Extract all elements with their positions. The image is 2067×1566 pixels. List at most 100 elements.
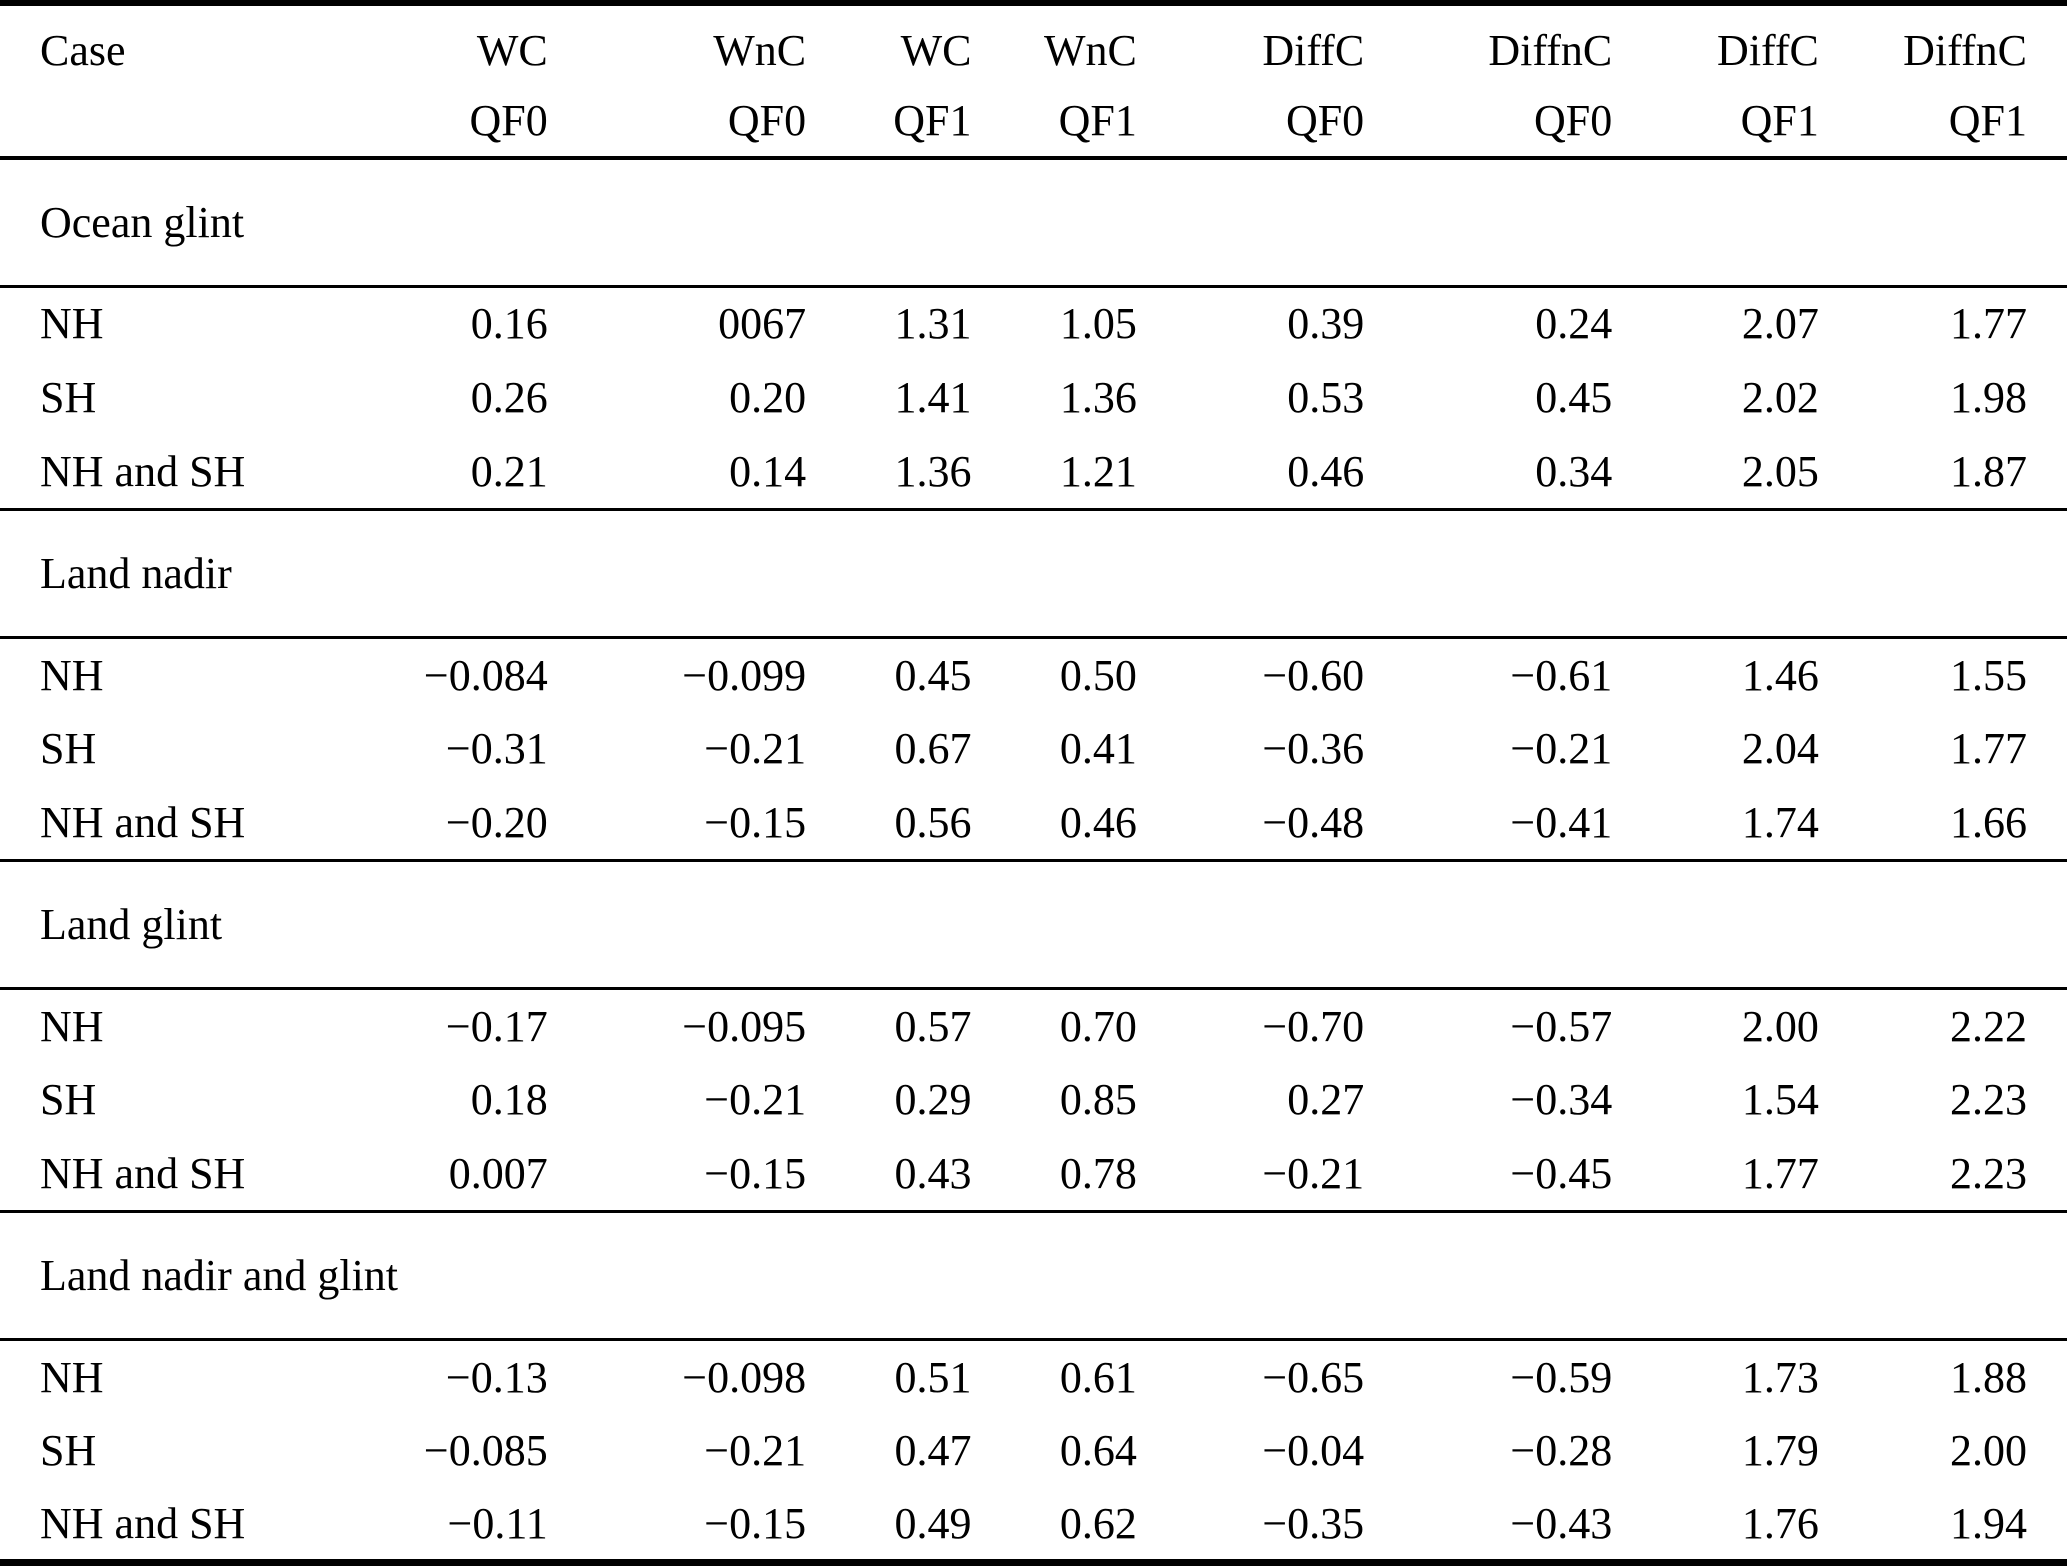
value-cell: −0.35 <box>1262 1498 1365 1548</box>
value-cell: −0.099 <box>682 650 807 700</box>
value-cell: 1.88 <box>1950 1352 2027 1402</box>
value-cell: −0.13 <box>445 1352 548 1402</box>
header-label: QF0 <box>727 96 807 145</box>
header-label: WC <box>900 26 972 75</box>
value-cell: 1.36 <box>1059 373 1137 423</box>
header-label: Case <box>40 26 126 75</box>
value-cell: −0.65 <box>1262 1352 1365 1402</box>
value-cell: −0.28 <box>1510 1426 1613 1476</box>
value-cell: 0067 <box>718 299 807 349</box>
column-header-wc-qf0: WC QF0 <box>413 3 547 158</box>
value-cell: 1.54 <box>1741 1075 1819 1125</box>
header-label: WnC <box>1043 26 1137 75</box>
value-cell: 0.67 <box>894 724 972 774</box>
header-label: DiffC <box>1717 26 1819 75</box>
value-cell: 1.94 <box>1950 1498 2027 1548</box>
value-cell: −0.085 <box>423 1426 548 1476</box>
value-cell: 2.23 <box>1950 1148 2027 1198</box>
value-cell: 1.55 <box>1950 650 2027 700</box>
value-cell: −0.59 <box>1510 1352 1613 1402</box>
case-cell: NH <box>40 650 104 700</box>
case-cell: NH <box>40 1001 104 1051</box>
table-row: NH −0.17 −0.095 0.57 0.70 −0.70 −0.57 2.00 2.22 <box>0 988 2067 1062</box>
case-cell: NH and SH <box>40 797 246 847</box>
column-header-diffnc-qf1: DiffnC QF1 <box>1819 3 2067 158</box>
table-row: NH and SH −0.11 −0.15 0.49 0.62 −0.35 −0.43 1.7… <box>0 1488 2067 1563</box>
value-cell: 1.41 <box>894 373 972 423</box>
value-cell: −0.15 <box>704 1498 807 1548</box>
value-cell: 1.46 <box>1741 650 1819 700</box>
table-row: SH −0.31 −0.21 0.67 0.41 −0.36 −0.21 2.04 1.77 <box>0 711 2067 785</box>
case-cell: NH and SH <box>40 1148 246 1198</box>
value-cell: −0.43 <box>1510 1498 1613 1548</box>
value-cell: 1.76 <box>1741 1498 1819 1548</box>
header-label: QF0 <box>469 96 548 145</box>
header-label: QF1 <box>1740 96 1819 145</box>
header-label: DiffC <box>1262 26 1365 75</box>
column-header-diffc-qf1: DiffC QF1 <box>1612 3 1819 158</box>
value-cell: 0.41 <box>1059 724 1137 774</box>
table-row: NH 0.16 0067 1.31 1.05 0.39 0.24 2.07 1.77 <box>0 286 2067 360</box>
section-title: Land glint <box>40 899 223 949</box>
value-cell: 0.46 <box>1287 446 1365 496</box>
header-label: QF1 <box>1058 96 1137 145</box>
case-cell: NH and SH <box>40 446 246 496</box>
table-body: Ocean glint NH 0.16 0067 1.31 1.05 0.39 0.24 2.0… <box>0 158 2067 1563</box>
header-label: QF1 <box>893 96 972 145</box>
value-cell: 1.21 <box>1059 446 1137 496</box>
header-label: DiffnC <box>1903 26 2027 75</box>
value-cell: −0.15 <box>704 797 807 847</box>
section-title: Land nadir and glint <box>40 1250 399 1300</box>
value-cell: 0.45 <box>1535 373 1613 423</box>
value-cell: 1.74 <box>1741 797 1819 847</box>
header-label: WC <box>476 26 548 75</box>
value-cell: 0.14 <box>729 446 807 496</box>
value-cell: −0.48 <box>1262 797 1365 847</box>
value-cell: 1.77 <box>1741 1148 1819 1198</box>
value-cell: 0.47 <box>894 1426 972 1476</box>
header-label: QF0 <box>1533 96 1613 145</box>
section-title: Ocean glint <box>40 197 245 247</box>
value-cell: 0.21 <box>470 446 548 496</box>
case-cell: NH <box>40 299 104 349</box>
value-cell: −0.31 <box>445 724 548 774</box>
value-cell: −0.17 <box>445 1001 548 1051</box>
value-cell: 1.36 <box>894 446 972 496</box>
value-cell: 0.57 <box>894 1001 972 1051</box>
value-cell: 0.61 <box>1059 1352 1137 1402</box>
value-cell: −0.21 <box>704 1075 807 1125</box>
value-cell: 2.00 <box>1741 1001 1819 1051</box>
header-label: QF1 <box>1948 96 2027 145</box>
header-label: WnC <box>713 26 807 75</box>
value-cell: 0.18 <box>470 1075 548 1125</box>
value-cell: 0.29 <box>894 1075 972 1125</box>
value-cell: 2.22 <box>1950 1001 2027 1051</box>
column-header-case: Case <box>0 3 413 158</box>
section-row: Land nadir and glint <box>0 1211 2067 1340</box>
value-cell: 2.23 <box>1950 1075 2027 1125</box>
value-cell: 0.78 <box>1059 1148 1137 1198</box>
case-cell: SH <box>40 1075 97 1125</box>
value-cell: −0.61 <box>1510 650 1613 700</box>
value-cell: −0.21 <box>704 724 807 774</box>
value-cell: −0.095 <box>682 1001 807 1051</box>
table-row: NH and SH 0.007 −0.15 0.43 0.78 −0.21 −0.45 1.7… <box>0 1137 2067 1211</box>
value-cell: 0.64 <box>1059 1426 1137 1476</box>
table-row: SH 0.18 −0.21 0.29 0.85 0.27 −0.34 1.54 2.23 <box>0 1063 2067 1137</box>
section-title: Land nadir <box>40 548 232 598</box>
column-header-wc-qf1: WC QF1 <box>806 3 971 158</box>
value-cell: 0.16 <box>470 299 548 349</box>
value-cell: 0.24 <box>1535 299 1613 349</box>
value-cell: 1.77 <box>1950 724 2027 774</box>
value-cell: −0.34 <box>1510 1075 1613 1125</box>
value-cell: −0.60 <box>1262 650 1365 700</box>
header-label: QF0 <box>1285 96 1365 145</box>
value-cell: 1.87 <box>1950 446 2027 496</box>
table-header: Case WC QF0 WnC QF0 WC QF1 WnC QF1 DiffC <box>0 3 2067 158</box>
value-cell: 0.39 <box>1287 299 1365 349</box>
value-cell: 0.56 <box>894 797 972 847</box>
value-cell: −0.70 <box>1262 1001 1365 1051</box>
value-cell: −0.084 <box>423 650 548 700</box>
case-cell: NH and SH <box>40 1498 246 1548</box>
column-header-wnc-qf0: WnC QF0 <box>548 3 806 158</box>
